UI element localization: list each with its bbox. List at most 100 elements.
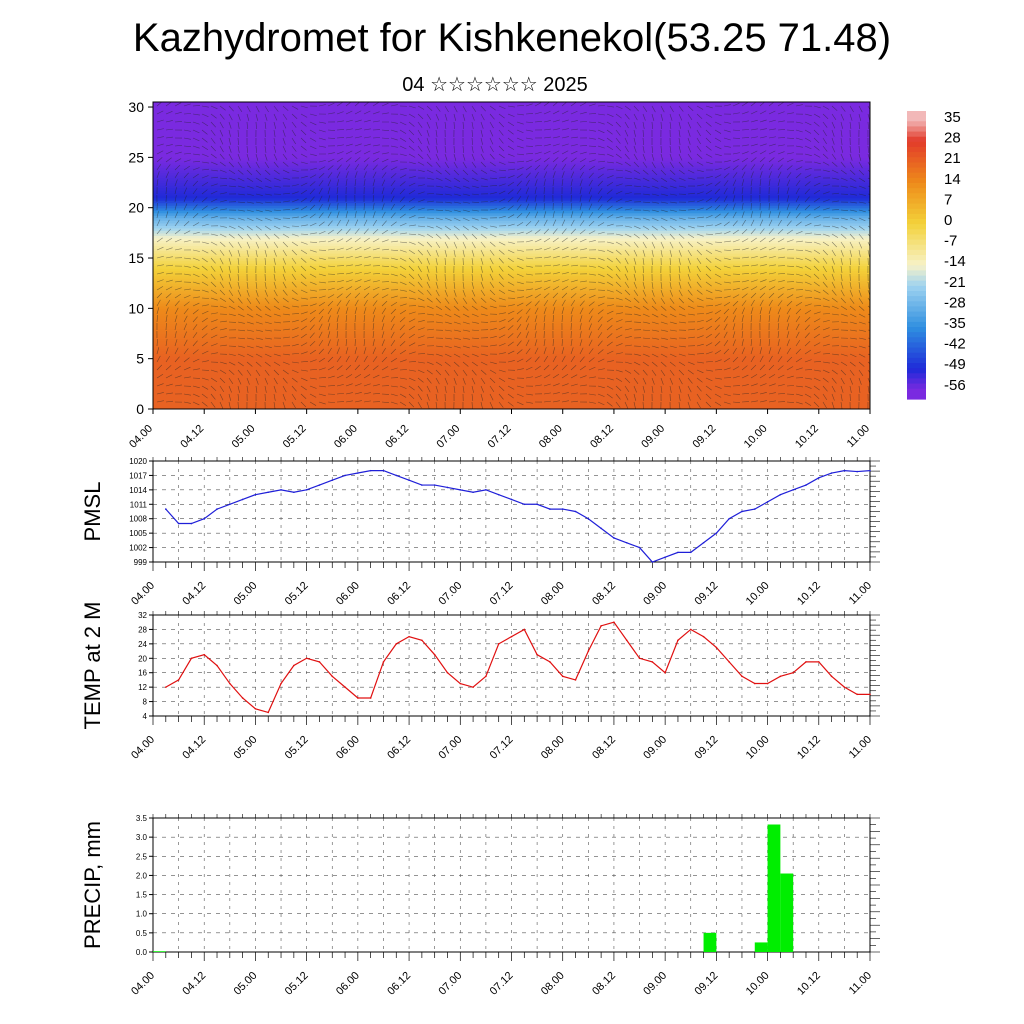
wind-barb xyxy=(642,241,647,249)
wind-barb xyxy=(552,255,560,259)
wind-barb xyxy=(678,289,683,297)
wind-barb xyxy=(318,195,323,203)
wind-barb xyxy=(255,201,263,204)
wind-barb xyxy=(318,401,326,405)
wind-barb xyxy=(831,385,836,393)
wind-barb xyxy=(237,393,240,401)
wind-barb xyxy=(858,353,866,358)
wind-barb xyxy=(453,161,458,169)
wind-barb xyxy=(849,177,857,182)
wind-barb xyxy=(201,257,208,263)
wind-barb xyxy=(606,401,613,407)
wind-barb xyxy=(786,356,793,363)
wind-barb xyxy=(561,246,569,251)
wind-barb xyxy=(372,164,378,171)
wind-barb xyxy=(390,331,395,339)
wind-barb xyxy=(210,401,216,408)
wind-barb xyxy=(417,199,425,203)
wind-barb xyxy=(831,233,839,238)
wind-barb xyxy=(327,158,335,163)
series-point xyxy=(382,469,385,472)
wind-barb xyxy=(318,385,326,388)
wind-barb xyxy=(444,321,452,325)
wind-barb xyxy=(561,338,563,347)
wind-barb xyxy=(498,281,505,288)
wind-barb xyxy=(804,340,811,347)
wind-barb xyxy=(633,137,636,145)
wind-barb xyxy=(399,213,406,219)
wind-barb xyxy=(255,289,259,297)
wind-barb xyxy=(453,113,457,121)
wind-barb xyxy=(795,173,802,179)
colorbar-label: 28 xyxy=(944,130,961,147)
wind-barb xyxy=(705,369,713,372)
wind-barb xyxy=(210,105,218,110)
wind-barb xyxy=(597,249,605,252)
wind-barb xyxy=(822,273,828,281)
wind-barb xyxy=(570,279,578,283)
wind-barb xyxy=(201,310,209,315)
wind-barb xyxy=(516,180,522,187)
wind-barb xyxy=(309,188,315,195)
wind-barb xyxy=(822,401,827,409)
wind-barb xyxy=(417,320,425,323)
wind-barb xyxy=(291,161,299,166)
wind-barb xyxy=(750,292,757,299)
wind-barb xyxy=(705,385,712,391)
wind-barb xyxy=(723,273,731,277)
wind-barb xyxy=(831,209,840,211)
wind-barb xyxy=(795,137,803,141)
wind-barb xyxy=(336,315,339,323)
wind-barb xyxy=(795,308,802,315)
y-tick-label: 16 xyxy=(138,669,147,678)
wind-barb xyxy=(570,120,578,123)
wind-barb xyxy=(678,361,686,366)
wind-barb xyxy=(237,105,243,113)
wind-barb xyxy=(795,339,801,347)
wind-barb xyxy=(525,121,533,123)
wind-barb xyxy=(246,209,254,213)
heatmap-band xyxy=(153,341,870,345)
wind-barb xyxy=(705,325,712,331)
wind-barb xyxy=(291,335,299,339)
wind-barb xyxy=(570,171,575,179)
heatmap-band xyxy=(153,358,870,362)
heatmap-x-tick-label: 08.00 xyxy=(537,423,565,451)
wind-barb xyxy=(219,185,228,187)
wind-barb xyxy=(408,121,415,127)
wind-barb xyxy=(408,137,415,144)
wind-barb xyxy=(192,332,198,339)
wind-barb xyxy=(255,361,262,367)
wind-barb xyxy=(471,369,477,376)
wind-barb xyxy=(552,355,557,363)
wind-barb xyxy=(714,153,722,157)
wind-barb xyxy=(705,145,712,151)
wind-barb xyxy=(633,225,641,229)
colorbar-cell xyxy=(907,157,926,164)
wind-barb xyxy=(849,153,853,161)
wind-barb xyxy=(273,217,281,220)
wind-barb xyxy=(390,121,398,124)
wind-barb xyxy=(696,169,704,172)
wind-barb xyxy=(741,323,744,331)
wind-barb xyxy=(867,217,870,220)
wind-barb xyxy=(543,228,549,235)
wind-barb xyxy=(471,361,478,367)
wind-barb xyxy=(840,313,848,317)
wind-barb xyxy=(723,121,731,124)
series-point xyxy=(369,697,372,699)
wind-barb xyxy=(399,265,407,270)
wind-barb xyxy=(687,121,692,129)
wind-barb xyxy=(795,331,800,339)
wind-barb xyxy=(435,353,443,357)
wind-barb xyxy=(345,299,350,307)
wind-barb xyxy=(813,153,821,158)
wind-barb xyxy=(552,400,560,403)
wind-barb xyxy=(183,339,188,347)
wind-barb xyxy=(300,369,308,372)
wind-barb xyxy=(831,369,838,375)
wind-barb xyxy=(606,153,614,157)
wind-barb xyxy=(822,233,830,237)
wind-barb xyxy=(237,177,245,182)
wind-barb xyxy=(858,281,861,289)
